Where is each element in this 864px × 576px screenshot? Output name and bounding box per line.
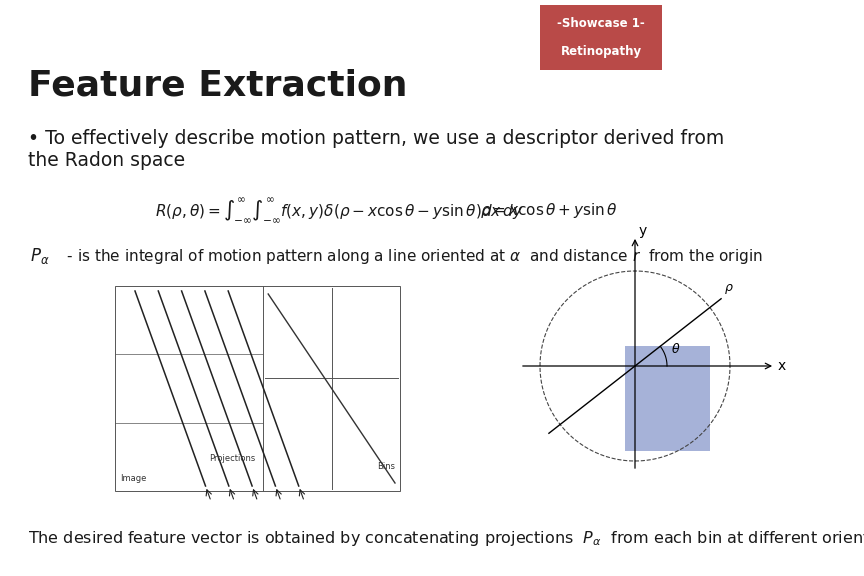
Text: $\theta$: $\theta$ (671, 342, 681, 356)
Text: Retinopathy: Retinopathy (561, 46, 642, 58)
Text: -Showcase 1-: -Showcase 1- (557, 17, 645, 30)
Text: Image: Image (120, 474, 146, 483)
Text: x: x (778, 359, 786, 373)
Text: y: y (639, 224, 647, 238)
Text: $\rho$: $\rho$ (724, 282, 734, 295)
Bar (115, 286, 400, 491)
Text: $R(\rho,\theta) = \int_{-\infty}^{\infty}\int_{-\infty}^{\infty} f(x,y)\delta(\r: $R(\rho,\theta) = \int_{-\infty}^{\infty… (155, 196, 524, 226)
Text: • To effectively describe motion pattern, we use a descriptor derived from: • To effectively describe motion pattern… (28, 128, 724, 147)
Bar (625, 346, 710, 451)
Text: $\rho = x\cos\theta + y\sin\theta$: $\rho = x\cos\theta + y\sin\theta$ (480, 202, 618, 221)
Bar (540, 5, 662, 70)
Text: the Radon space: the Radon space (28, 151, 185, 170)
Text: $P_{\alpha}$: $P_{\alpha}$ (30, 246, 49, 266)
Text: The desired feature vector is obtained by concatenating projections  $P_{\alpha}: The desired feature vector is obtained b… (28, 529, 864, 548)
Text: Projections: Projections (209, 454, 255, 463)
Text: Feature Extraction: Feature Extraction (28, 69, 408, 103)
Text: - is the integral of motion pattern along a line oriented at $\alpha$  and dista: - is the integral of motion pattern alon… (62, 247, 763, 266)
Text: Bins: Bins (377, 462, 395, 471)
